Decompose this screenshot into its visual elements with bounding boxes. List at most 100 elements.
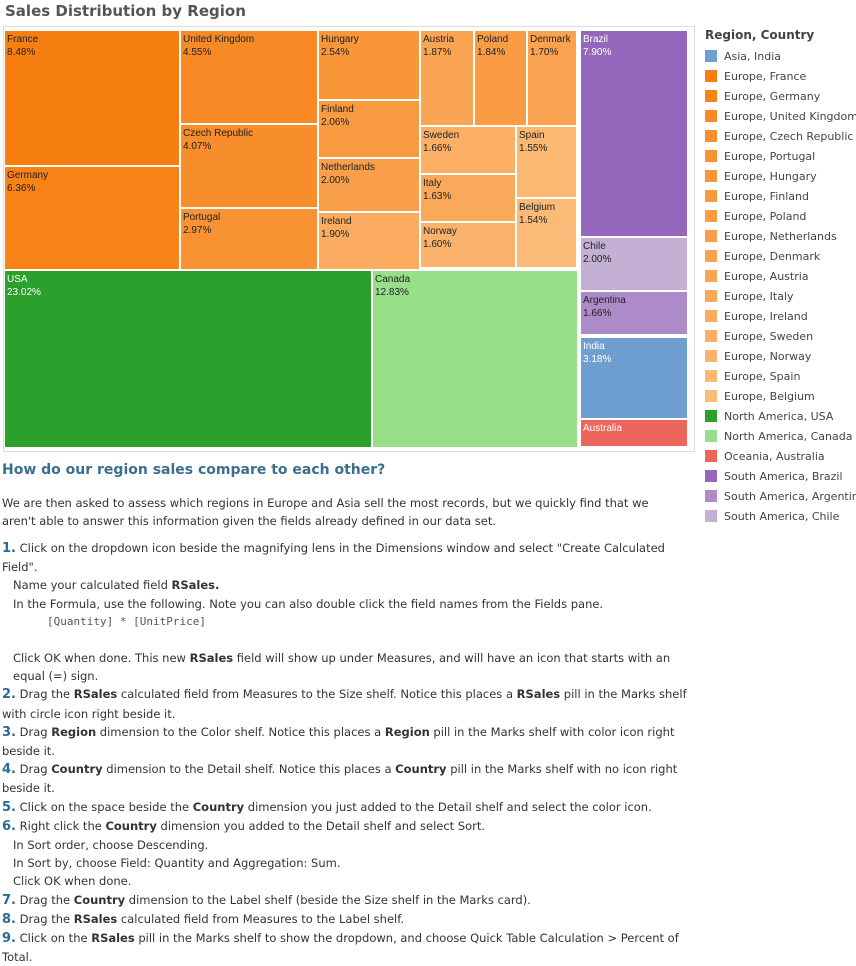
treemap-cell[interactable]: Chile 2.00%: [580, 237, 688, 291]
cell-label: Netherlands: [321, 162, 375, 173]
cell-label: Austria: [423, 34, 455, 45]
legend-item[interactable]: Europe, Austria: [705, 266, 855, 286]
treemap-rect[interactable]: [580, 419, 688, 447]
treemap-rect[interactable]: [318, 158, 420, 212]
treemap-cell[interactable]: Belgium 1.54%: [516, 198, 577, 268]
legend-label: Europe, Austria: [724, 269, 809, 283]
treemap-cell[interactable]: Netherlands 2.00%: [318, 158, 420, 212]
legend-item[interactable]: Europe, Germany: [705, 86, 855, 106]
legend-item[interactable]: Europe, Hungary: [705, 166, 855, 186]
step-6: 6. Right click the Country dimension you…: [2, 818, 486, 834]
legend-swatch: [705, 110, 717, 122]
legend-item[interactable]: Europe, Norway: [705, 346, 855, 366]
treemap-rect[interactable]: [580, 30, 688, 237]
legend-item[interactable]: Europe, Denmark: [705, 246, 855, 266]
treemap-chart: France 8.48% United Kingdom 4.55% Hungary 2.5…: [4, 30, 688, 448]
treemap-rect[interactable]: [580, 237, 688, 291]
treemap-rect[interactable]: [420, 30, 474, 126]
treemap-rect[interactable]: [420, 126, 516, 174]
treemap-rect[interactable]: [318, 30, 420, 100]
cell-label: Norway: [423, 226, 457, 237]
treemap-cell[interactable]: Brazil 7.90%: [580, 30, 688, 237]
legend-label: Europe, Denmark: [724, 249, 821, 263]
treemap-cell[interactable]: Finland 2.06%: [318, 100, 420, 158]
treemap-rect[interactable]: [516, 126, 577, 198]
legend-item[interactable]: Asia, India: [705, 46, 855, 66]
treemap-cell[interactable]: Italy 1.63%: [420, 174, 516, 222]
treemap-rect[interactable]: [180, 208, 318, 270]
legend-item[interactable]: Europe, Belgium: [705, 386, 855, 406]
legend-item[interactable]: Europe, Poland: [705, 206, 855, 226]
cell-value: 1.60%: [423, 239, 451, 250]
treemap-rect[interactable]: [420, 222, 516, 268]
treemap-rect[interactable]: [318, 100, 420, 158]
legend-swatch: [705, 70, 717, 82]
treemap-cell[interactable]: Australia: [580, 419, 688, 447]
treemap-cell[interactable]: France 8.48%: [4, 30, 180, 166]
legend-item[interactable]: Europe, Ireland: [705, 306, 855, 326]
legend-item[interactable]: Oceania, Australia: [705, 446, 855, 466]
legend-item[interactable]: South America, Argentina: [705, 486, 856, 506]
cell-label: Canada: [375, 274, 410, 285]
legend-swatch: [705, 190, 717, 202]
legend-swatch: [705, 310, 717, 322]
legend-item[interactable]: South America, Brazil: [705, 466, 855, 486]
treemap-rect[interactable]: [180, 124, 318, 208]
legend-item[interactable]: Europe, Spain: [705, 366, 855, 386]
treemap-rect[interactable]: [372, 270, 578, 448]
legend-item[interactable]: Europe, Italy: [705, 286, 855, 306]
treemap-cell[interactable]: Hungary 2.54%: [318, 30, 420, 100]
treemap-rect[interactable]: [318, 212, 420, 270]
step-6-sort-by: In Sort by, choose Field: Quantity and A…: [13, 856, 341, 871]
step-6-ok: Click OK when done.: [13, 874, 132, 889]
treemap-cell[interactable]: Ireland 1.90%: [318, 212, 420, 270]
cell-value: 1.87%: [423, 47, 451, 58]
treemap-cell[interactable]: Portugal 2.97%: [180, 208, 318, 270]
legend-label: North America, USA: [724, 409, 834, 423]
cell-value: 1.63%: [423, 191, 451, 202]
legend-swatch: [705, 290, 717, 302]
legend-item[interactable]: South America, Chile: [705, 506, 855, 526]
treemap-rect[interactable]: [420, 174, 516, 222]
treemap-cell[interactable]: Norway 1.60%: [420, 222, 516, 268]
treemap-rect[interactable]: [4, 270, 372, 448]
treemap-rect[interactable]: [4, 30, 180, 166]
legend-item[interactable]: North America, USA: [705, 406, 855, 426]
cell-value: 1.55%: [519, 143, 547, 154]
treemap-cell[interactable]: Spain 1.55%: [516, 126, 577, 198]
treemap-cell[interactable]: Poland 1.84%: [474, 30, 527, 126]
legend-item[interactable]: Europe, United Kingdom: [705, 106, 856, 126]
treemap-cell[interactable]: Austria 1.87%: [420, 30, 474, 126]
treemap-cell[interactable]: Argentina 1.66%: [580, 291, 688, 335]
legend-label: Oceania, Australia: [724, 449, 825, 463]
treemap-cell[interactable]: Canada 12.83%: [372, 270, 578, 448]
legend-item[interactable]: North America, Canada: [705, 426, 855, 446]
legend-item[interactable]: Europe, Finland: [705, 186, 855, 206]
treemap-cell[interactable]: Germany 6.36%: [4, 166, 180, 270]
cell-value: 1.66%: [423, 143, 451, 154]
treemap-rect[interactable]: [580, 337, 688, 419]
cell-value: 2.97%: [183, 225, 211, 236]
treemap-rect[interactable]: [580, 291, 688, 335]
cell-label: Portugal: [183, 212, 220, 223]
cell-label: Ireland: [321, 216, 352, 227]
treemap-cell[interactable]: United Kingdom 4.55%: [180, 30, 318, 124]
cell-label: Brazil: [583, 34, 608, 45]
legend-item[interactable]: Europe, Sweden: [705, 326, 855, 346]
treemap-rect[interactable]: [516, 198, 577, 268]
legend-item[interactable]: Europe, France: [705, 66, 855, 86]
treemap-rect[interactable]: [527, 30, 577, 126]
treemap-rect[interactable]: [474, 30, 527, 126]
legend-item[interactable]: Europe, Netherlands: [705, 226, 855, 246]
treemap-rect[interactable]: [4, 166, 180, 270]
legend-item[interactable]: Europe, Portugal: [705, 146, 855, 166]
treemap-cell[interactable]: India 3.18%: [580, 337, 688, 419]
treemap-rect[interactable]: [180, 30, 318, 124]
treemap-cell[interactable]: Denmark 1.70%: [527, 30, 577, 126]
treemap-cell[interactable]: Sweden 1.66%: [420, 126, 516, 174]
treemap-cell[interactable]: Czech Republic 4.07%: [180, 124, 318, 208]
legend-label: Europe, Czech Republic: [724, 129, 854, 143]
legend-item[interactable]: Europe, Czech Republic: [705, 126, 855, 146]
step-5: 5. Click on the space beside the Country…: [2, 799, 652, 815]
treemap-cell[interactable]: USA 23.02%: [4, 270, 372, 448]
